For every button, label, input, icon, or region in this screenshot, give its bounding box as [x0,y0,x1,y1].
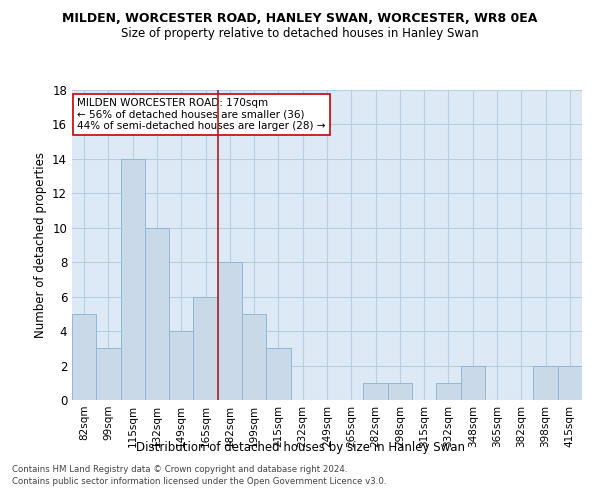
Text: Distribution of detached houses by size in Hanley Swan: Distribution of detached houses by size … [136,441,464,454]
Bar [436,383,461,400]
Bar [96,348,121,400]
Bar [388,383,412,400]
Text: MILDEN, WORCESTER ROAD, HANLEY SWAN, WORCESTER, WR8 0EA: MILDEN, WORCESTER ROAD, HANLEY SWAN, WOR… [62,12,538,26]
Text: Contains public sector information licensed under the Open Government Licence v3: Contains public sector information licen… [12,477,386,486]
Bar [169,331,193,400]
Bar [193,296,218,400]
Bar [558,366,582,400]
Bar [266,348,290,400]
Bar [145,228,169,400]
Bar [461,366,485,400]
Bar [121,159,145,400]
Y-axis label: Number of detached properties: Number of detached properties [34,152,47,338]
Bar [533,366,558,400]
Text: MILDEN WORCESTER ROAD: 170sqm
← 56% of detached houses are smaller (36)
44% of s: MILDEN WORCESTER ROAD: 170sqm ← 56% of d… [77,98,326,131]
Bar [242,314,266,400]
Bar [72,314,96,400]
Bar [218,262,242,400]
Text: Contains HM Land Registry data © Crown copyright and database right 2024.: Contains HM Land Registry data © Crown c… [12,466,347,474]
Bar [364,383,388,400]
Text: Size of property relative to detached houses in Hanley Swan: Size of property relative to detached ho… [121,28,479,40]
